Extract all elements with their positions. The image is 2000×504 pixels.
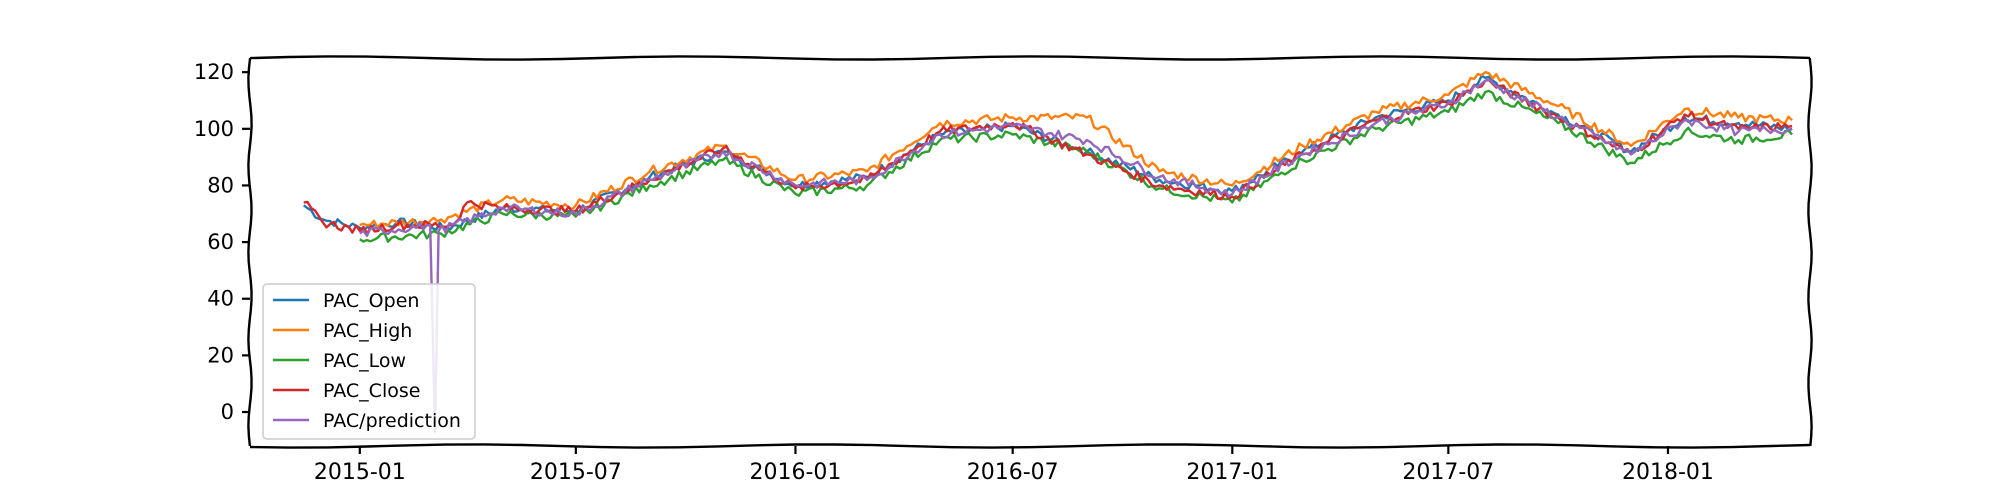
x-tick-label: 2015-07: [530, 460, 622, 485]
x-tick-label: 2017-01: [1186, 460, 1278, 485]
y-tick-label: 80: [207, 173, 234, 197]
legend-label: PAC/prediction: [323, 410, 461, 432]
x-tick-label: 2018-01: [1622, 460, 1714, 485]
axes: 0 20 40 60 80 100 120 2015-01 2015-07 2016-01 2016…: [194, 55, 1813, 485]
y-tick-label: 120: [194, 60, 234, 84]
plot-area: [302, 71, 1793, 433]
x-tick-label: 2016-07: [967, 460, 1059, 485]
series-line-1: [359, 71, 1793, 229]
y-tick-label: 60: [207, 230, 234, 254]
legend-label: PAC_Open: [323, 290, 419, 312]
legend-box: [262, 283, 476, 440]
y-tick-label: 100: [194, 117, 234, 141]
legend-label: PAC_High: [323, 320, 412, 342]
plot-frame-edge: [249, 443, 1811, 449]
series-line-4: [359, 78, 1793, 433]
y-tick-label: 20: [207, 343, 234, 367]
plot-frame-edge: [1807, 57, 1813, 447]
plot-frame-edge: [247, 57, 253, 447]
legend-label: PAC_Close: [323, 380, 420, 402]
legend-label: PAC_Low: [323, 350, 406, 372]
y-tick-label: 40: [207, 287, 234, 311]
legend: PAC_Open PAC_High PAC_Low PAC_Close PAC/pred…: [262, 283, 476, 440]
y-tick-label: 0: [221, 400, 234, 424]
x-tick-label: 2017-07: [1402, 460, 1494, 485]
x-tick-label: 2016-01: [750, 460, 842, 485]
x-tick-label: 2015-01: [314, 460, 406, 485]
series-line-3: [303, 78, 1793, 236]
plot-frame-edge: [249, 55, 1811, 61]
